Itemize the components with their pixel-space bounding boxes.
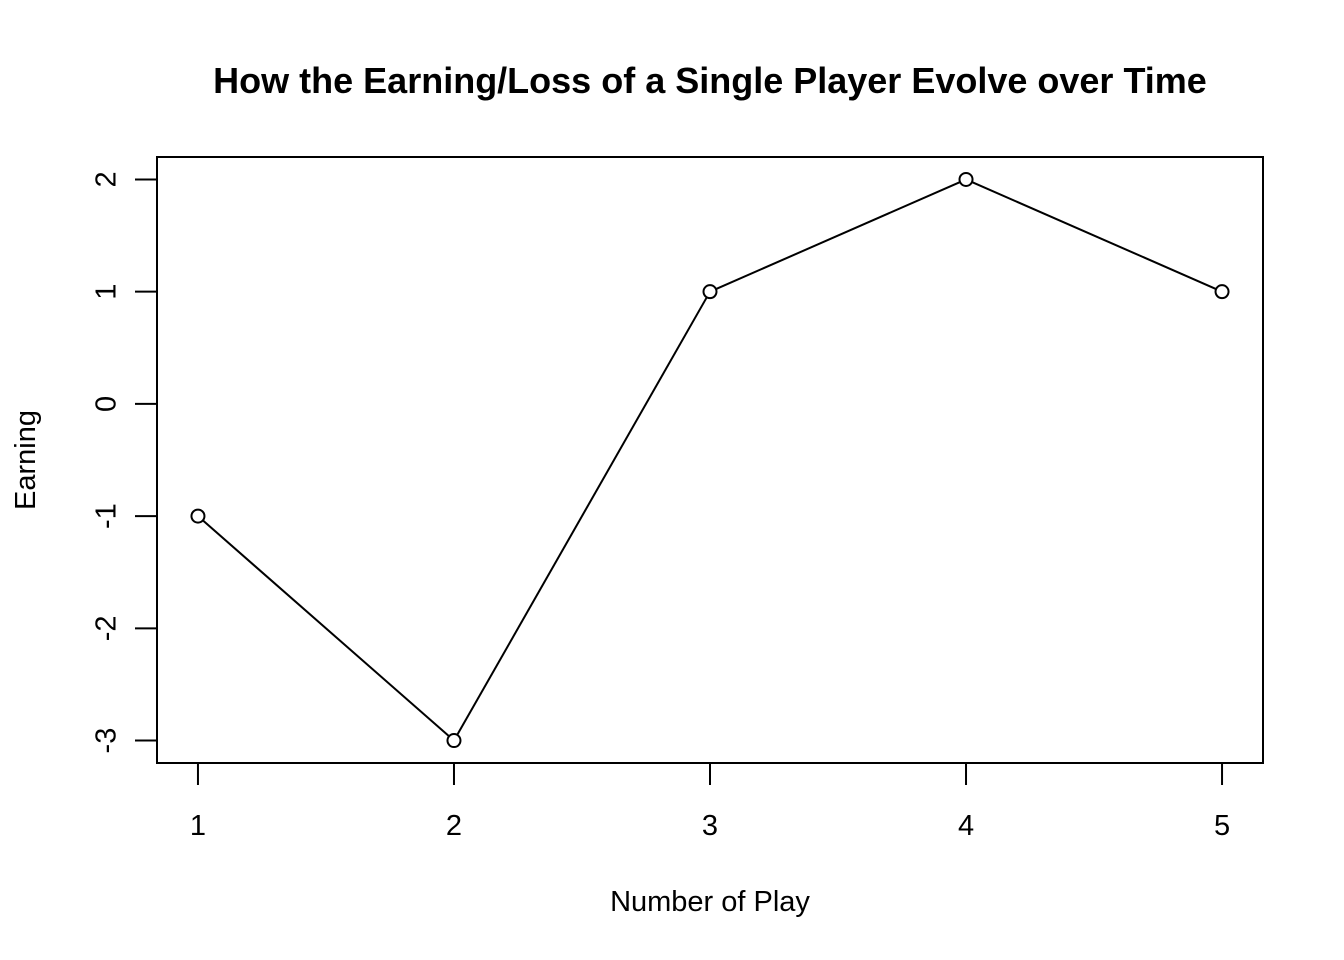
series-line-segment (971, 181, 1217, 290)
x-tick-label: 5 (1214, 810, 1230, 842)
data-point (190, 508, 206, 524)
x-tick-label: 2 (446, 810, 462, 842)
x-axis-label: Number of Play (610, 886, 810, 918)
x-tick-label: 1 (190, 810, 206, 842)
series-line-segment (202, 519, 450, 738)
y-axis-label: Earning (10, 410, 42, 510)
x-tick-label: 3 (702, 810, 718, 842)
x-tick-label: 4 (958, 810, 974, 842)
y-tick-label: 2 (91, 171, 123, 187)
data-point (958, 171, 974, 187)
y-tick-label: -2 (91, 615, 123, 641)
series-line-segment (456, 296, 708, 736)
y-tick-label: 1 (91, 284, 123, 300)
data-point (702, 284, 718, 300)
data-point (446, 733, 462, 749)
series-line-segment (715, 181, 961, 290)
x-axis: 1 2 3 4 5 (190, 762, 1230, 842)
y-tick-label: -3 (91, 728, 123, 754)
series-layer (190, 171, 1230, 749)
y-tick-label: -1 (91, 503, 123, 529)
y-axis: -3 -2 -1 0 1 2 (91, 171, 158, 754)
y-tick-label: 0 (91, 396, 123, 412)
chart-title: How the Earning/Loss of a Single Player … (213, 60, 1207, 101)
data-point (1214, 284, 1230, 300)
